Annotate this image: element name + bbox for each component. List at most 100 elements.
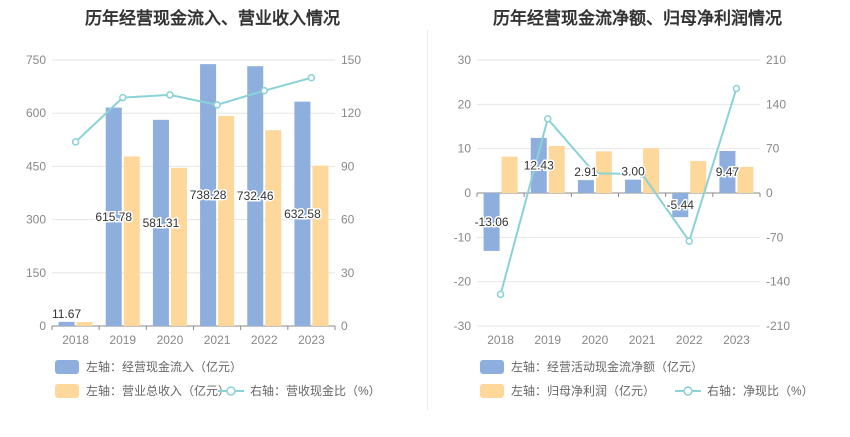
line-point bbox=[260, 86, 268, 95]
y-right-tick-label: -210 bbox=[766, 319, 790, 333]
line-point bbox=[732, 84, 741, 93]
bar-0 bbox=[105, 107, 122, 326]
line-point bbox=[496, 290, 505, 299]
legend-swatch-line-marker bbox=[226, 386, 236, 396]
legend-swatch-bar-primary bbox=[55, 360, 79, 374]
legend-label-line: 右轴：净现比（%） bbox=[707, 383, 814, 398]
y-left-tick-label: 0 bbox=[39, 319, 46, 333]
data-label: 615.78 bbox=[95, 210, 132, 224]
y-left-tick-label: 300 bbox=[26, 213, 46, 227]
y-right-tick-label: 70 bbox=[766, 142, 780, 156]
legend-swatch-bar-secondary bbox=[55, 384, 79, 398]
bar-0 bbox=[247, 66, 264, 326]
y-right-tick-label: -70 bbox=[766, 230, 784, 244]
bar-1 bbox=[501, 156, 518, 193]
bar-0 bbox=[200, 64, 217, 327]
y-left-tick-label: 30 bbox=[458, 53, 472, 67]
x-tick-label: 2023 bbox=[723, 333, 750, 347]
legend-swatch-bar-primary bbox=[480, 360, 504, 374]
bar-0 bbox=[719, 151, 736, 193]
chart-svg-cash-inflow: 0 150 300 450 600 750 0 30 60 90 120 150 2018 2019 202… bbox=[26, 53, 381, 398]
line-point bbox=[638, 170, 646, 178]
y-right-tick-label: 90 bbox=[341, 159, 355, 173]
legend-label-bar-secondary: 左轴：营业总收入（亿元） bbox=[86, 383, 230, 398]
y-right-tick-label: -140 bbox=[766, 275, 790, 289]
y-right-tick-label: 60 bbox=[341, 213, 355, 227]
bar-0 bbox=[152, 119, 169, 326]
bar-1 bbox=[170, 167, 187, 326]
bar-0 bbox=[58, 321, 75, 326]
line-point bbox=[544, 115, 552, 123]
chart-title-cash-inflow: 历年经营现金流入、营业收入情况 bbox=[85, 9, 340, 28]
x-tick-label: 2021 bbox=[629, 333, 656, 347]
data-label: 11.67 bbox=[52, 307, 81, 321]
bar-0 bbox=[672, 193, 689, 218]
y-right-tick-label: 150 bbox=[341, 53, 361, 67]
y-left-tick-label: 150 bbox=[26, 266, 46, 280]
chart-title-net-cash: 历年经营现金流净额、归母净利润情况 bbox=[493, 9, 782, 28]
bar-1 bbox=[312, 165, 329, 326]
bar-1 bbox=[218, 116, 235, 327]
y-right-tick-label: 0 bbox=[766, 186, 773, 200]
y-left-tick-label: -20 bbox=[454, 275, 472, 289]
bar-0 bbox=[577, 180, 594, 193]
line-point bbox=[591, 169, 599, 178]
y-right-tick-label: 120 bbox=[341, 106, 361, 120]
x-tick-label: 2018 bbox=[487, 333, 514, 347]
legend-swatch-line-marker bbox=[683, 386, 693, 396]
legend-swatch-bar-secondary bbox=[480, 384, 504, 398]
bar-1 bbox=[123, 156, 140, 326]
line-point bbox=[166, 91, 174, 99]
line-point bbox=[213, 101, 221, 109]
bar-1 bbox=[737, 166, 754, 193]
data-label: 632.58 bbox=[284, 207, 321, 221]
data-label: 732.46 bbox=[237, 189, 274, 203]
y-left-tick-label: 450 bbox=[26, 159, 46, 173]
x-tick-label: 2021 bbox=[204, 333, 231, 347]
x-tick-label: 2020 bbox=[582, 333, 609, 347]
x-tick-label: 2022 bbox=[251, 333, 278, 347]
y-left-tick-label: 0 bbox=[464, 186, 471, 200]
y-right-tick-label: 30 bbox=[341, 266, 355, 280]
legend-label-bar-secondary: 左轴：归母净利润（亿元） bbox=[511, 383, 655, 398]
y-left-tick-label: 20 bbox=[458, 97, 472, 111]
bar-0 bbox=[294, 101, 311, 326]
x-tick-label: 2022 bbox=[676, 333, 703, 347]
line-series bbox=[74, 76, 312, 143]
panel-divider bbox=[427, 30, 428, 410]
x-tick-label: 2019 bbox=[534, 333, 561, 347]
data-label: 581.31 bbox=[143, 216, 180, 230]
y-right-tick-label: 210 bbox=[766, 53, 786, 67]
x-tick-label: 2023 bbox=[298, 333, 325, 347]
line-point bbox=[119, 93, 127, 102]
data-label: 12.43 bbox=[524, 158, 554, 172]
bar-1 bbox=[265, 130, 282, 326]
data-label: 738.28 bbox=[190, 188, 227, 202]
y-left-tick-label: -10 bbox=[454, 230, 472, 244]
legend-label-bar-primary: 左轴：经营现金流入（亿元） bbox=[86, 359, 242, 374]
data-label: -13.06 bbox=[475, 215, 509, 229]
bar-0 bbox=[483, 193, 500, 251]
data-label: 9.47 bbox=[716, 165, 740, 179]
line-point bbox=[71, 138, 80, 146]
y-left-tick-label: 600 bbox=[26, 106, 46, 120]
bar-1 bbox=[548, 146, 565, 193]
legend-label-bar-primary: 左轴：经营活动现金流净额（亿元） bbox=[511, 359, 703, 374]
bar-1 bbox=[76, 322, 93, 326]
bar-1 bbox=[595, 151, 612, 193]
chart-svg-net-cash: -30 -20 -10 0 10 20 30 -210 -140 -70 0 70 140 210 2018… bbox=[454, 53, 814, 398]
y-left-tick-label: 750 bbox=[26, 53, 46, 67]
y-left-tick-label: 10 bbox=[458, 142, 472, 156]
data-label: -5.44 bbox=[667, 198, 695, 212]
x-tick-label: 2019 bbox=[109, 333, 136, 347]
y-right-tick-label: 0 bbox=[341, 319, 348, 333]
y-left-tick-label: -30 bbox=[454, 319, 472, 333]
bar-0 bbox=[625, 179, 642, 193]
x-tick-label: 2020 bbox=[157, 333, 184, 347]
line-series bbox=[499, 88, 738, 295]
line-point bbox=[307, 73, 316, 82]
chart-panel-net-cash: 历年经营现金流净额、归母净利润情况 -30 -20 -10 0 10 20 30 -210 -1… bbox=[425, 0, 850, 437]
bar-0 bbox=[530, 137, 547, 193]
legend-label-line: 右轴：营收现金比（%） bbox=[250, 383, 381, 398]
chart-panel-cash-inflow: 历年经营现金流入、营业收入情况 0 150 300 450 600 750 0 30 60 90 1… bbox=[26, 9, 381, 398]
